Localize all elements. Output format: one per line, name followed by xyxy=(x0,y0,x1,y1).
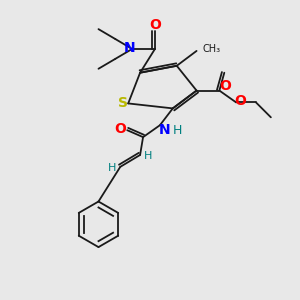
Text: H: H xyxy=(108,163,116,173)
Text: N: N xyxy=(123,41,135,55)
Text: H: H xyxy=(173,124,182,137)
Text: O: O xyxy=(114,122,126,136)
Text: O: O xyxy=(149,18,161,32)
Text: S: S xyxy=(118,96,128,110)
Text: H: H xyxy=(144,151,152,161)
Text: CH₃: CH₃ xyxy=(202,44,220,54)
Text: O: O xyxy=(219,79,231,93)
Text: O: O xyxy=(234,94,246,109)
Text: N: N xyxy=(159,123,171,137)
